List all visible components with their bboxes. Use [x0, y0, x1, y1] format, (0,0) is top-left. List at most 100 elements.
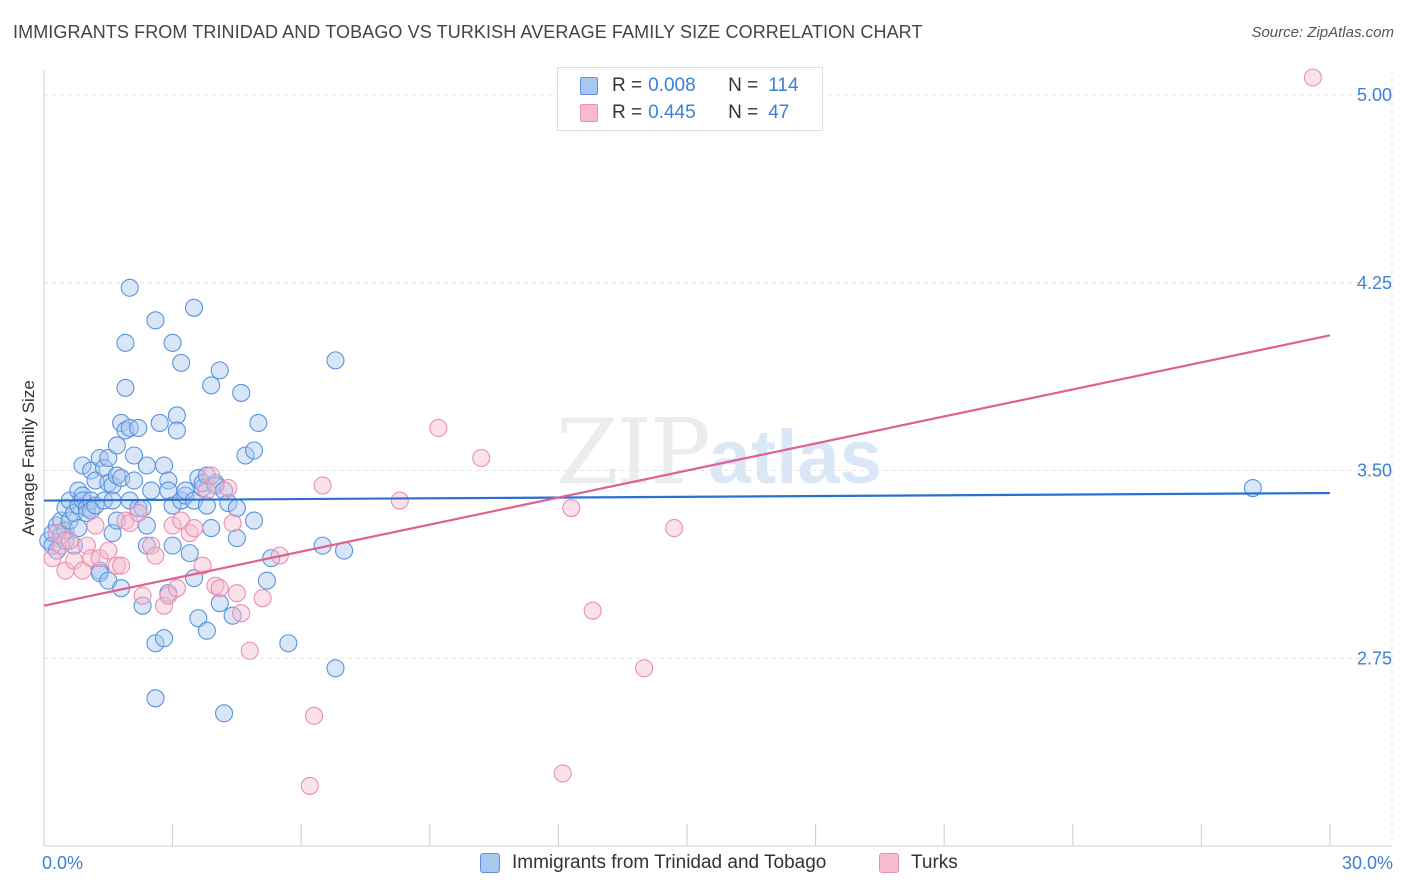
- turks-trend-line: [43, 334, 1331, 607]
- turks-point: [202, 466, 221, 485]
- turks-point: [232, 604, 251, 623]
- trinidad-point: [257, 571, 276, 590]
- trinidad-point: [232, 383, 251, 402]
- turks-point: [99, 541, 118, 560]
- stats-legend-row-pink: R = 0.445 N = 47: [580, 101, 789, 125]
- turks-point: [562, 499, 581, 518]
- n-value: 47: [768, 102, 790, 123]
- legend-label-turks: Turks: [911, 852, 958, 873]
- x-tick-label: 0.0%: [42, 853, 83, 873]
- trinidad-point: [279, 634, 298, 653]
- legend-item-turks[interactable]: Turks: [879, 852, 958, 874]
- trinidad-point: [227, 499, 246, 518]
- turks-point: [472, 448, 491, 468]
- trinidad-point: [244, 511, 264, 530]
- turks-point: [223, 514, 242, 533]
- trinidad-point: [326, 351, 345, 370]
- trinidad-point: [99, 448, 118, 468]
- turks-point: [219, 478, 238, 498]
- trinidad-point: [163, 496, 182, 515]
- turks-point: [197, 481, 216, 500]
- trinidad-point: [150, 413, 169, 433]
- trinidad-point: [146, 634, 165, 653]
- y-axis-label: Average Family Size: [19, 380, 38, 536]
- turks-point: [553, 764, 572, 783]
- stats-legend-row-blue: R = 0.008 N = 114: [580, 74, 799, 98]
- r-value: 0.008: [648, 75, 696, 96]
- turks-point: [107, 556, 126, 575]
- n-value: 114: [768, 75, 799, 96]
- trinidad-point: [73, 456, 92, 475]
- series-legend: Immigrants from Trinidad and Tobago Turk…: [0, 852, 1406, 878]
- trinidad-point: [146, 311, 165, 330]
- turks-point: [300, 776, 319, 795]
- chart-title: IMMIGRANTS FROM TRINIDAD AND TOBAGO VS T…: [13, 22, 923, 42]
- trinidad-trend-line: [43, 491, 1331, 502]
- trinidad-point: [116, 333, 135, 352]
- turks-point: [133, 586, 152, 605]
- r-value: 0.445: [648, 102, 696, 123]
- trinidad-point: [159, 471, 178, 490]
- trinidad-point: [163, 333, 182, 352]
- n-label: N =: [728, 75, 759, 96]
- trinidad-point: [124, 446, 144, 465]
- trinidad-point: [227, 529, 246, 548]
- turks-point: [253, 589, 272, 608]
- turks-point: [142, 536, 161, 555]
- trinidad-point: [197, 496, 216, 515]
- axes: [43, 70, 1392, 847]
- turks-point: [86, 516, 105, 535]
- trinidad-point: [124, 471, 144, 490]
- turks-point: [390, 491, 409, 510]
- trinidad-point: [214, 704, 234, 723]
- turks-point: [167, 579, 186, 598]
- turks-point: [313, 476, 332, 495]
- r-label: R =: [612, 75, 643, 96]
- trinidad-point: [172, 353, 191, 372]
- trinidad-point: [129, 418, 148, 438]
- trinidad-point: [167, 406, 186, 425]
- trinidad-point: [244, 441, 264, 460]
- y-tick-label: 3.50: [1357, 461, 1392, 481]
- turks-point: [129, 504, 148, 523]
- trinidad-point: [210, 594, 229, 613]
- trinidad-point: [1243, 478, 1262, 498]
- trinidad-point: [116, 378, 135, 397]
- trinidad-point: [202, 519, 221, 538]
- legend-item-trinidad[interactable]: Immigrants from Trinidad and Tobago: [480, 852, 826, 874]
- pink-swatch: [580, 104, 598, 122]
- series-turks-points: [43, 68, 1322, 795]
- turks-point: [184, 519, 204, 538]
- turks-point: [429, 418, 448, 438]
- y-tick-label: 2.75: [1357, 648, 1392, 668]
- trinidad-point: [167, 421, 186, 440]
- legend-label-trinidad: Immigrants from Trinidad and Tobago: [512, 852, 827, 873]
- trinidad-point: [326, 659, 345, 678]
- legend-swatch-pink: [879, 853, 899, 873]
- turks-point: [43, 549, 62, 568]
- turks-point: [154, 596, 174, 615]
- turks-point: [227, 584, 246, 603]
- trinidad-point: [184, 298, 204, 317]
- trinidad-point: [163, 536, 182, 555]
- trinidad-point: [210, 361, 229, 380]
- turks-point: [210, 579, 229, 598]
- r-label: R =: [612, 102, 643, 123]
- tick-labels: 2.75 3.50 4.25 5.00 0.0% 30.0%: [42, 85, 1393, 873]
- turks-point: [163, 516, 182, 535]
- turks-point: [52, 536, 71, 555]
- turks-point: [583, 601, 602, 620]
- trinidad-point: [142, 481, 161, 500]
- trinidad-point: [154, 456, 174, 475]
- turks-point: [193, 556, 212, 575]
- source-credit: Source: ZipAtlas.com: [1251, 24, 1394, 41]
- turks-point: [60, 531, 79, 550]
- turks-point: [665, 519, 684, 538]
- trinidad-point: [146, 689, 165, 708]
- trinidad-point: [133, 596, 152, 615]
- trinidad-point: [120, 278, 139, 297]
- turks-point: [112, 556, 131, 575]
- y-tick-label: 5.00: [1357, 85, 1392, 105]
- turks-point: [635, 659, 654, 678]
